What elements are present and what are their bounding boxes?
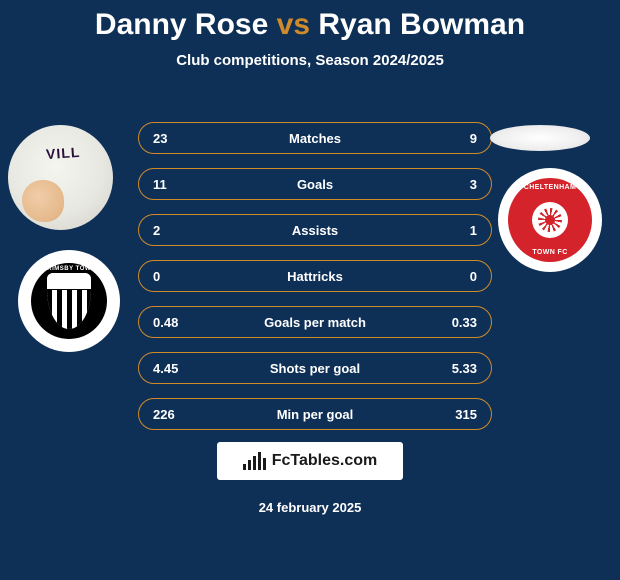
- stat-left-value: 2: [153, 223, 193, 238]
- branding-badge: FcTables.com: [217, 442, 403, 480]
- stat-right-value: 1: [437, 223, 477, 238]
- stat-label: Goals: [193, 177, 437, 192]
- stat-left-value: 23: [153, 131, 193, 146]
- club2-emblem-icon: [532, 202, 568, 238]
- stat-label: Matches: [193, 131, 437, 146]
- stat-label: Goals per match: [193, 315, 437, 330]
- stat-row: 2 Assists 1: [138, 214, 492, 246]
- stat-right-value: 5.33: [437, 361, 477, 376]
- stat-right-value: 9: [437, 131, 477, 146]
- shield-icon: [47, 273, 91, 329]
- stat-label: Assists: [193, 223, 437, 238]
- stat-row: 4.45 Shots per goal 5.33: [138, 352, 492, 384]
- player1-club-badge: GRIMSBY TOWN: [18, 250, 120, 352]
- stat-left-value: 11: [153, 177, 193, 192]
- stat-row: 11 Goals 3: [138, 168, 492, 200]
- player1-hand-shape: [22, 180, 64, 222]
- subtitle: Club competitions, Season 2024/2025: [0, 52, 620, 69]
- stat-label: Shots per goal: [193, 361, 437, 376]
- player2-photo: [490, 125, 590, 151]
- stat-left-value: 4.45: [153, 361, 193, 376]
- club-badge-inner: CHELTENHAM TOWN FC: [508, 178, 592, 262]
- stat-left-value: 0.48: [153, 315, 193, 330]
- player2-club-badge: CHELTENHAM TOWN FC: [498, 168, 602, 272]
- title-player1: Danny Rose: [95, 8, 268, 41]
- player1-jersey-text: VILL: [45, 144, 80, 162]
- stat-row: 226 Min per goal 315: [138, 398, 492, 430]
- date-label: 24 february 2025: [0, 500, 620, 515]
- stat-label: Hattricks: [193, 269, 437, 284]
- branding-label: FcTables.com: [272, 452, 378, 470]
- stat-right-value: 0.33: [437, 315, 477, 330]
- player1-photo: VILL: [8, 125, 113, 230]
- stat-row: 23 Matches 9: [138, 122, 492, 154]
- club2-arc-text-bottom: TOWN FC: [508, 249, 592, 256]
- club2-arc-text-top: CHELTENHAM: [508, 184, 592, 191]
- stat-right-value: 3: [437, 177, 477, 192]
- club-badge-inner: GRIMSBY TOWN: [31, 263, 107, 339]
- stat-right-value: 0: [437, 269, 477, 284]
- club1-arc-text: GRIMSBY TOWN: [31, 266, 107, 272]
- stat-row: 0 Hattricks 0: [138, 260, 492, 292]
- title-player2: Ryan Bowman: [318, 8, 525, 41]
- stat-label: Min per goal: [193, 407, 437, 422]
- stats-table: 23 Matches 9 11 Goals 3 2 Assists 1 0 Ha…: [138, 122, 492, 444]
- bar-chart-icon: [243, 452, 266, 470]
- title-vs: vs: [277, 8, 310, 41]
- stat-row: 0.48 Goals per match 0.33: [138, 306, 492, 338]
- stat-left-value: 0: [153, 269, 193, 284]
- comparison-title: Danny Rose vs Ryan Bowman: [0, 0, 620, 42]
- stat-right-value: 315: [437, 407, 477, 422]
- stat-left-value: 226: [153, 407, 193, 422]
